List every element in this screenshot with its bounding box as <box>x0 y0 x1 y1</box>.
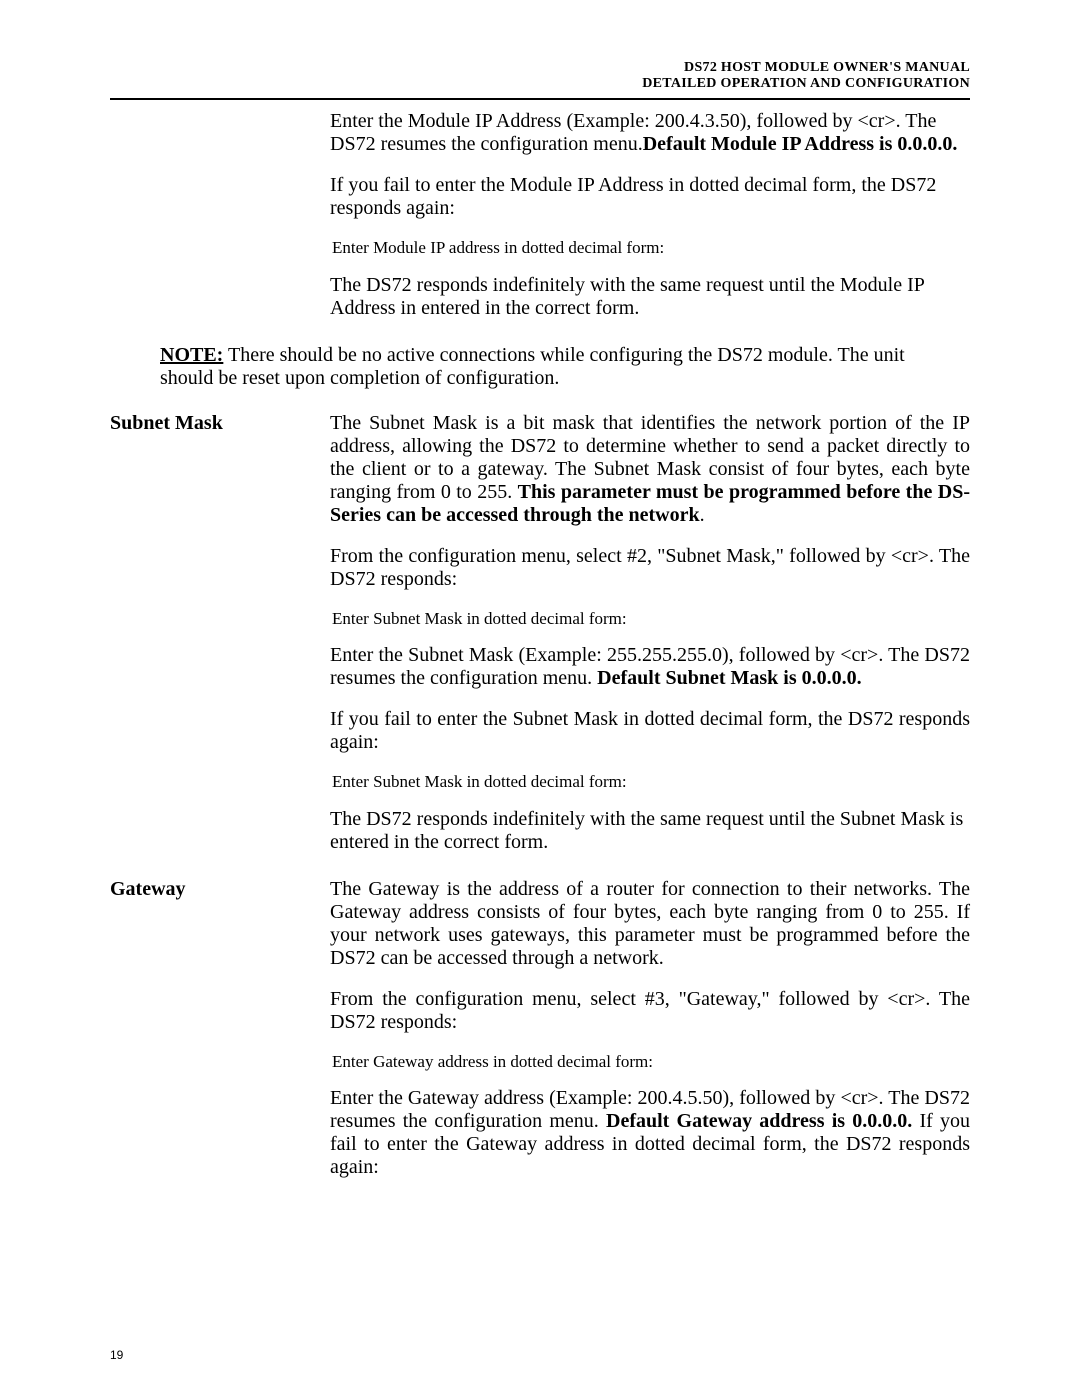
header-rule <box>110 98 970 100</box>
gateway-p2: From the configuration menu, select #3, … <box>330 988 970 1034</box>
subnet-p1-period: . <box>700 504 705 526</box>
gateway-p3b: Default Gateway address is 0.0.0.0. <box>606 1110 912 1132</box>
subnet-p5: The DS72 responds indefinitely with the … <box>330 808 970 854</box>
module-ip-section: Enter the Module IP Address (Example: 20… <box>110 110 970 338</box>
module-ip-p1b: Default Module IP Address is 0.0.0.0. <box>643 133 958 155</box>
header-line-1: DS72 HOST MODULE OWNER'S MANUAL <box>110 60 970 76</box>
subnet-p2: From the configuration menu, select #2, … <box>330 545 970 591</box>
subnet-p4: If you fail to enter the Subnet Mask in … <box>330 708 970 754</box>
subnet-section: Subnet Mask The Subnet Mask is a bit mas… <box>110 412 970 872</box>
note-label: NOTE: <box>160 344 223 366</box>
gateway-section: Gateway The Gateway is the address of a … <box>110 878 970 1198</box>
module-ip-prompt: Enter Module IP address in dotted decima… <box>332 238 970 258</box>
gateway-body: The Gateway is the address of a router f… <box>330 878 970 1198</box>
subnet-prompt2: Enter Subnet Mask in dotted decimal form… <box>332 772 970 792</box>
module-ip-p1: Enter the Module IP Address (Example: 20… <box>330 110 970 156</box>
note-block: NOTE: There should be no active connecti… <box>160 344 920 390</box>
page-header: DS72 HOST MODULE OWNER'S MANUAL DETAILED… <box>110 60 970 92</box>
gateway-prompt: Enter Gateway address in dotted decimal … <box>332 1052 970 1072</box>
module-ip-label-empty <box>110 110 330 338</box>
subnet-p3: Enter the Subnet Mask (Example: 255.255.… <box>330 644 970 690</box>
module-ip-p2: If you fail to enter the Module IP Addre… <box>330 174 970 220</box>
gateway-p3: Enter the Gateway address (Example: 200.… <box>330 1087 970 1179</box>
subnet-label: Subnet Mask <box>110 412 330 872</box>
module-ip-body: Enter the Module IP Address (Example: 20… <box>330 110 970 338</box>
module-ip-p3: The DS72 responds indefinitely with the … <box>330 274 970 320</box>
subnet-p1: The Subnet Mask is a bit mask that ident… <box>330 412 970 527</box>
subnet-prompt1: Enter Subnet Mask in dotted decimal form… <box>332 609 970 629</box>
subnet-body: The Subnet Mask is a bit mask that ident… <box>330 412 970 872</box>
header-line-2: DETAILED OPERATION AND CONFIGURATION <box>110 76 970 92</box>
gateway-p1: The Gateway is the address of a router f… <box>330 878 970 970</box>
subnet-p3b: Default Subnet Mask is 0.0.0.0. <box>597 667 861 689</box>
note-text: There should be no active connections wh… <box>160 344 905 389</box>
gateway-label: Gateway <box>110 878 330 1198</box>
page-number: 19 <box>110 1349 123 1363</box>
